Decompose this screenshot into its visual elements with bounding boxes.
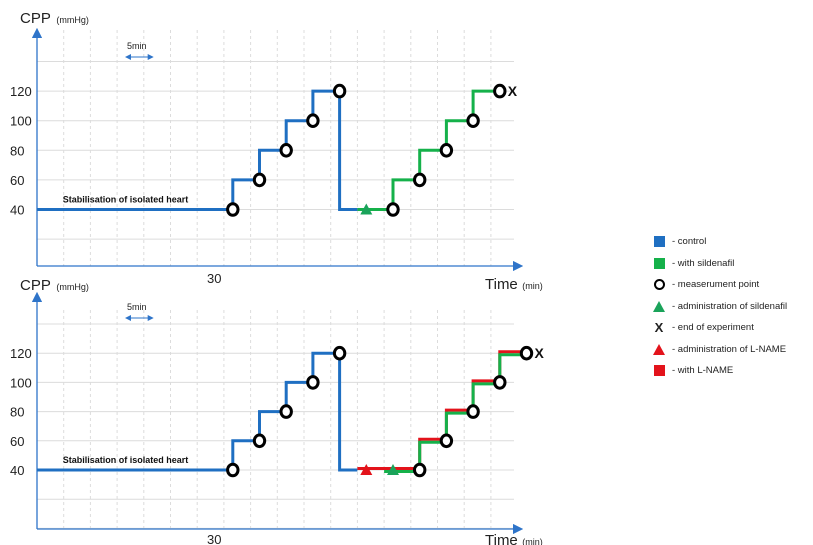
legend-square-icon [652, 235, 666, 249]
x-axis-unit: (min) [520, 537, 543, 545]
sildenafil-administration-marker [387, 464, 399, 475]
y-tick-label: 100 [10, 114, 32, 129]
x-axis-label: Time [485, 532, 518, 545]
y-tick-label: 100 [10, 375, 32, 390]
legend-ring-icon [652, 278, 666, 292]
y-tick-label: 60 [10, 434, 24, 449]
y-axis-unit: (mmHg) [54, 282, 89, 292]
legend-label: - administration of sildenafil [672, 300, 788, 312]
legend-symbol [653, 236, 665, 248]
y-tick-label: 40 [10, 463, 24, 478]
y-axis-label: CPP [20, 10, 51, 27]
x-axis-title: Time (min) [485, 532, 543, 545]
measurement-point [413, 462, 427, 478]
legend-item: - control [652, 231, 812, 253]
x-axis-unit: (min) [520, 281, 543, 291]
y-tick-label: 120 [10, 346, 32, 361]
vertical-grid [36, 310, 492, 529]
measurement-point [332, 83, 347, 99]
measurement-point [413, 172, 427, 188]
scale-bar-label: 5min [127, 41, 147, 51]
legend-square-icon [652, 256, 666, 270]
sildenafil-administration-marker [360, 203, 373, 215]
measurement-point [439, 433, 454, 449]
legend-label: - with L-NAME [672, 365, 734, 377]
scale-bar-label: 5min [127, 302, 147, 312]
measurement-point [252, 433, 267, 449]
chart-panel-2: CPP (mmHg) Time (min) 40 60 80 100 120 30 5min St… [10, 277, 545, 545]
legend-item: - with sildenafil [652, 253, 812, 275]
y-tick-label: 120 [10, 84, 32, 99]
legend-symbol [653, 300, 665, 312]
measurement-point [386, 202, 400, 217]
measurement-point [279, 143, 293, 158]
legend-item: - administration of sildenafil [652, 296, 812, 318]
measurement-point [493, 83, 507, 99]
horizontal-grid [37, 323, 514, 529]
legend-item: - administration of L-NAME [652, 339, 812, 361]
legend-symbol [653, 343, 665, 355]
measurement-point [226, 462, 240, 478]
y-tick-label: 40 [10, 203, 24, 218]
measurement-point [466, 404, 480, 419]
y-tick-label: 60 [10, 173, 24, 188]
legend-item: X - end of experiment [652, 317, 812, 339]
y-axis-title: CPP (mmHg) [20, 277, 89, 294]
x-tick-label: 30 [207, 532, 221, 545]
legend-triangle-icon [652, 342, 666, 356]
stabilisation-label: Stabilisation of isolated heart [63, 195, 189, 205]
chart-panel-1: CPP (mmHg) Time (min) 40 60 80 100 120 30 5min St… [10, 10, 543, 293]
series-line-control [37, 351, 358, 472]
vertical-grid [36, 30, 492, 266]
end-of-experiment-marker: X [508, 83, 518, 99]
legend-triangle-icon [652, 299, 666, 313]
measurement-point [252, 172, 267, 188]
measurement-point [306, 375, 320, 390]
legend-label: - administration of L-NAME [672, 343, 787, 355]
series-line-with-sildenafil [357, 89, 500, 211]
measurement-point [306, 113, 320, 128]
legend-label: - with sildenafil [672, 257, 735, 269]
y-axis-label: CPP [20, 277, 51, 294]
measurement-point [519, 345, 534, 361]
legend-symbol: X [654, 319, 664, 335]
lname-administration-marker [360, 464, 373, 475]
x-tick-label: 30 [207, 271, 221, 286]
measurement-point [226, 202, 240, 217]
legend-item: - with L-NAME [652, 360, 812, 382]
measurement-point [466, 113, 480, 128]
series-line-with-sildenafil [384, 353, 527, 473]
stabilisation-label: Stabilisation of isolated heart [63, 455, 189, 465]
x-axis-title: Time (min) [485, 276, 543, 293]
end-of-experiment-marker: X [535, 345, 545, 361]
y-tick-label: 80 [10, 143, 24, 158]
legend-label: - measerument point [672, 279, 760, 291]
series-line-control [37, 89, 358, 211]
y-tick-label: 80 [10, 405, 24, 420]
measurement-point [279, 404, 293, 419]
measurement-point [439, 143, 454, 158]
legend-label: - control [672, 236, 707, 248]
legend-symbol [653, 279, 665, 291]
measurement-point [493, 375, 507, 390]
y-axis-title: CPP (mmHg) [20, 10, 89, 27]
measurement-point [332, 345, 347, 361]
x-axis-label: Time [485, 276, 518, 293]
y-axis-unit: (mmHg) [54, 15, 89, 25]
legend-square-icon [652, 364, 666, 378]
legend-label: - end of experiment [672, 322, 754, 334]
legend: - control - with sildenafil - measerument … [652, 231, 812, 382]
legend-x-icon: X [652, 319, 666, 335]
legend-item: - measerument point [652, 274, 812, 296]
legend-symbol [653, 365, 665, 377]
legend-symbol [653, 257, 665, 269]
